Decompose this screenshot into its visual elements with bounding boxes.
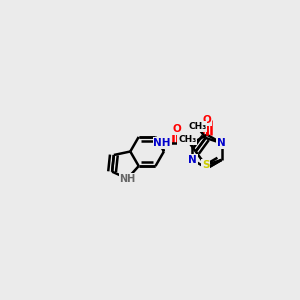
Text: CH₃: CH₃ xyxy=(178,135,196,144)
Text: NH: NH xyxy=(119,173,136,184)
Text: S: S xyxy=(202,160,209,170)
Text: CH₃: CH₃ xyxy=(188,122,206,131)
Text: N: N xyxy=(188,155,197,165)
Text: O: O xyxy=(173,124,182,134)
Text: NH: NH xyxy=(154,138,171,148)
Text: O: O xyxy=(202,116,211,125)
Text: N: N xyxy=(217,138,226,148)
